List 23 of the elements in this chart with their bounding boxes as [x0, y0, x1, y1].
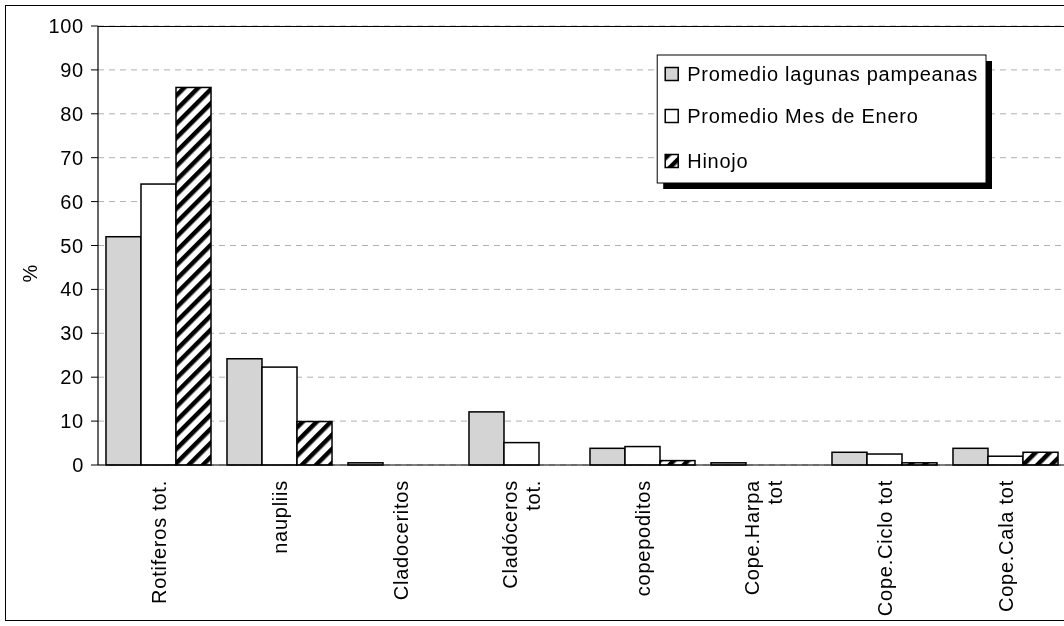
y-tick-label: 0 — [72, 454, 84, 476]
x-tick-label: Cope.Cala tot — [994, 480, 1017, 613]
legend-label: Promedio lagunas pampeanas — [687, 63, 979, 85]
legend-label: Promedio Mes de Enero — [687, 105, 919, 127]
y-tick-label: 50 — [60, 234, 84, 257]
x-tick-label: Rotiferos tot. — [147, 480, 170, 604]
legend-label: Hinojo — [687, 150, 749, 172]
y-tick-label: 40 — [60, 278, 84, 301]
y-tick-label: 90 — [60, 58, 84, 81]
y-tick-label: 100 — [48, 15, 84, 37]
y-tick-label: 10 — [60, 410, 84, 433]
y-tick-label: 60 — [60, 190, 84, 213]
y-tick-label: 80 — [60, 102, 84, 125]
y-tick-label: 30 — [60, 322, 84, 345]
x-tick-label: naupliis — [268, 480, 291, 554]
x-tick-label: copepoditos — [631, 480, 654, 597]
x-tick-label: Cope.Ciclo tot — [873, 480, 896, 617]
y-tick-label: 70 — [60, 146, 84, 169]
y-axis-title: % — [19, 264, 41, 283]
x-tick-label: Cope.Harpa tot — [741, 479, 786, 596]
x-tick-label: Cladoceritos — [389, 480, 412, 601]
x-tick-label: Cladóceros tot. — [499, 480, 544, 589]
y-tick-label: 20 — [60, 366, 84, 389]
